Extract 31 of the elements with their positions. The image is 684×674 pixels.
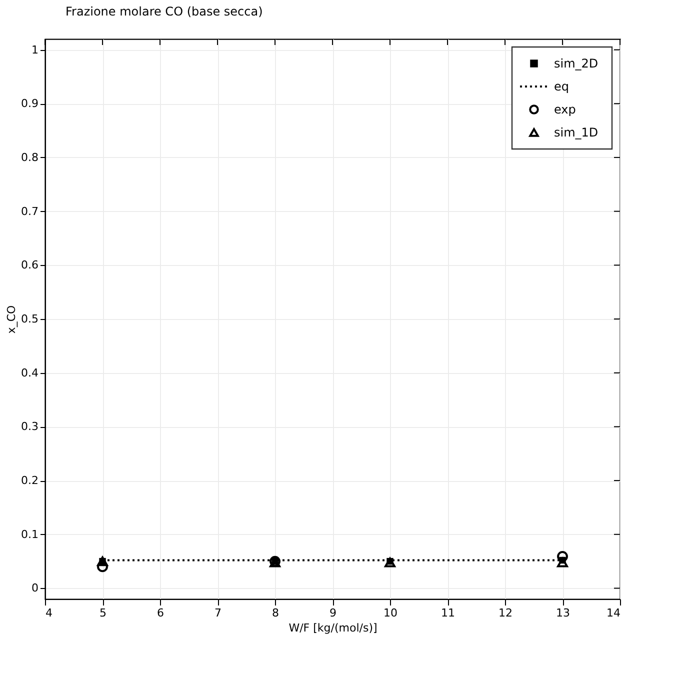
y-tick-label: 0.5 xyxy=(21,312,38,326)
chart-title: Frazione molare CO (base secca) xyxy=(66,4,263,18)
legend-label: sim_2D xyxy=(554,56,598,70)
y-tick-label: 0.6 xyxy=(21,258,38,272)
y-tick-label: 0.7 xyxy=(21,204,38,218)
x-tick-label: 4 xyxy=(46,606,52,620)
x-tick-label: 12 xyxy=(498,606,512,620)
x-axis-title: W/F [kg/(mol/s)] xyxy=(288,622,378,634)
x-tick-label: 9 xyxy=(330,606,336,620)
legend-label: sim_1D xyxy=(554,126,598,140)
x-tick-label: 11 xyxy=(441,606,455,620)
y-tick-label: 0.4 xyxy=(21,366,38,380)
x-tick-label: 8 xyxy=(272,606,279,620)
y-tick-label: 0.9 xyxy=(21,97,38,110)
y-tick-label: 0 xyxy=(32,582,38,595)
y-tick-label: 0.1 xyxy=(21,528,38,541)
x-tick-label: 6 xyxy=(157,606,164,620)
x-tick-label: 14 xyxy=(606,606,620,620)
y-tick-label: 1 xyxy=(32,43,38,56)
y-axis-title: x_CO xyxy=(5,304,18,334)
legend-label: eq xyxy=(554,80,569,94)
y-tick-label: 0.8 xyxy=(21,150,38,164)
point xyxy=(384,558,396,568)
y-tick-label: 0.3 xyxy=(21,420,38,434)
x-tick-label: 7 xyxy=(214,606,222,620)
x-tick-label: 13 xyxy=(556,606,570,620)
x-tick-label: 5 xyxy=(100,606,106,620)
point xyxy=(557,551,568,562)
x-tick-label: 10 xyxy=(384,606,398,620)
y-tick-label: 0.2 xyxy=(21,474,38,488)
legend-label: exp xyxy=(554,102,576,116)
